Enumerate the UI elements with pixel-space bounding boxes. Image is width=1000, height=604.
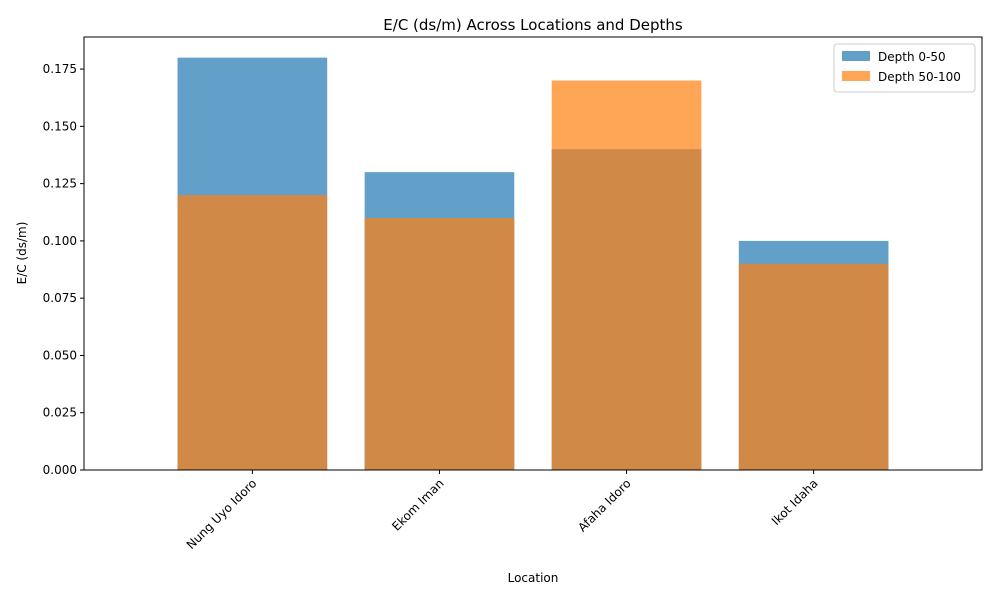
y-tick-label-0: 0.000 [43, 463, 77, 477]
y-axis-label: E/C (ds/m) [15, 222, 29, 285]
bar-series-1-0 [177, 195, 328, 471]
y-axis: 0.000 0.025 0.050 0.075 0.100 0.125 0.150 0.175 [43, 62, 84, 477]
bar-series-1-2 [551, 80, 702, 470]
y-tick-label-4: 0.100 [43, 234, 77, 248]
legend: Depth 0-50 Depth 50-100 [833, 43, 976, 93]
legend-label-1: Depth 50-100 [878, 70, 961, 84]
bar-series-1-3 [738, 263, 889, 470]
x-axis-label: Location [508, 571, 559, 585]
x-axis: Nung Uyo Idoro Ekom Iman Afaha Idoro Ikot I… [184, 470, 821, 552]
legend-label-0: Depth 0-50 [878, 50, 946, 64]
bar-series-1-1 [364, 217, 515, 470]
x-tick-label-0: Nung Uyo Idoro [184, 476, 260, 552]
chart-title: E/C (ds/m) Across Locations and Depths [383, 16, 683, 34]
x-tick-label-2: Afaha Idoro [575, 476, 633, 534]
y-tick-label-6: 0.150 [43, 119, 77, 133]
x-tick-label-3: Ikot Idaha [769, 476, 821, 528]
plot-frame [83, 36, 983, 471]
x-tick-label-1: Ekom Iman [389, 476, 446, 533]
y-tick-label-1: 0.025 [43, 406, 77, 420]
y-tick-label-5: 0.125 [43, 177, 77, 191]
y-tick-label-3: 0.075 [43, 291, 77, 305]
y-tick-label-7: 0.175 [43, 62, 77, 76]
legend-swatch-0 [842, 51, 870, 61]
bars-group [177, 57, 889, 471]
y-tick-label-2: 0.050 [43, 348, 77, 362]
legend-swatch-1 [842, 71, 870, 81]
